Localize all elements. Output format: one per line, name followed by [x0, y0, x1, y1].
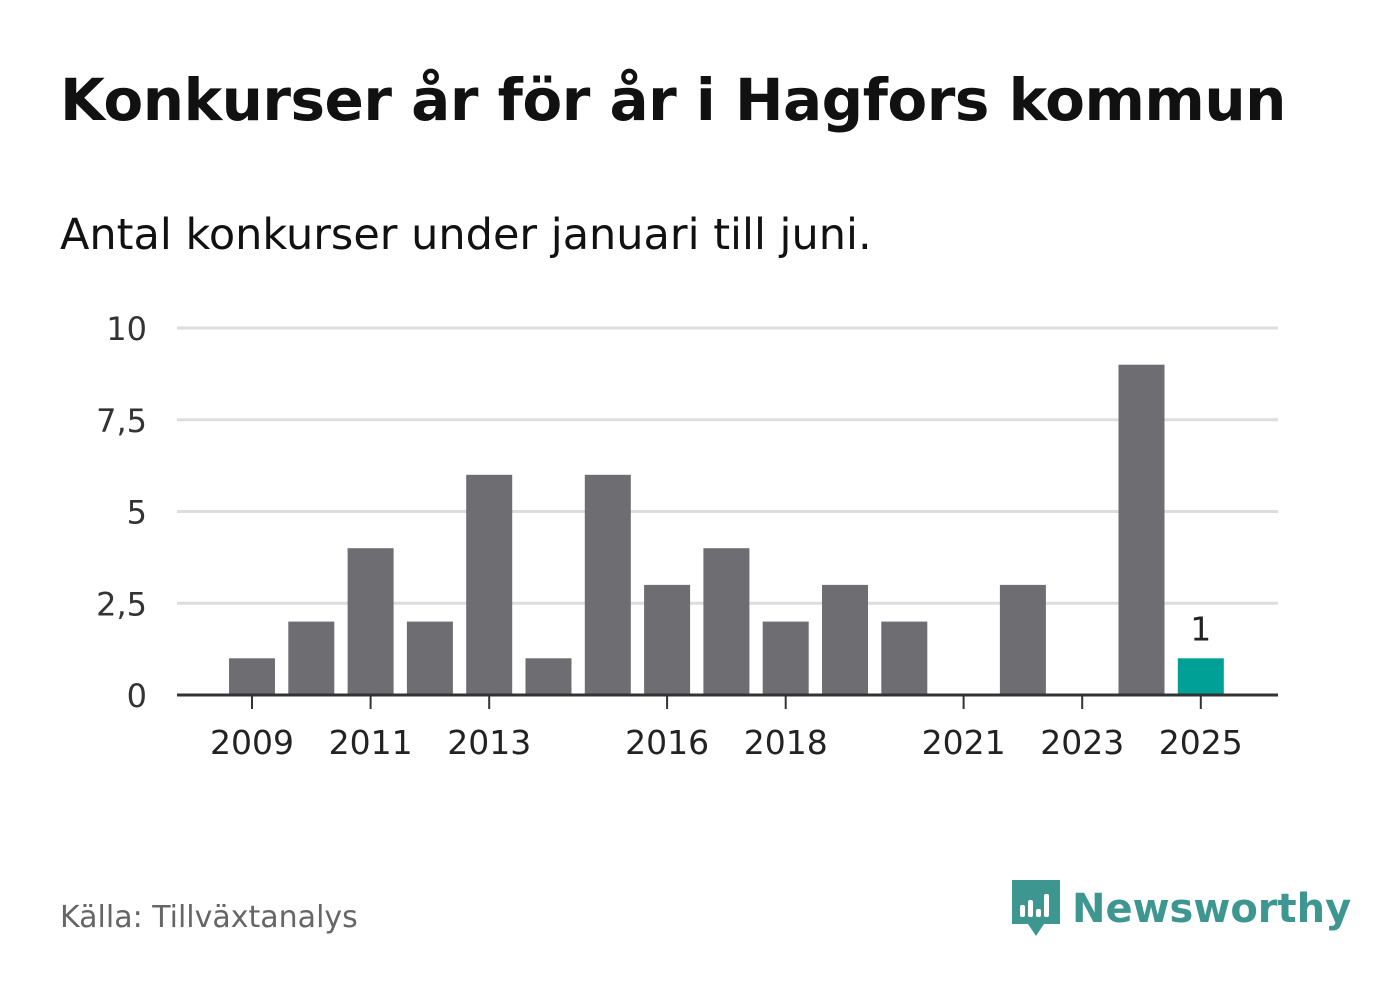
bar-chart: 02,557,510 2009 2011 2013 2016 2018 2021 2023 2… [96, 310, 1278, 762]
x-tick-label: 2016 [625, 723, 709, 762]
bar-2015 [584, 474, 631, 695]
brand-name: Newsworthy [1072, 886, 1352, 932]
x-tick-label: 2018 [744, 723, 828, 762]
bar-2020 [881, 621, 928, 695]
y-tick-label: 2,5 [96, 585, 147, 623]
x-tick-label: 2025 [1159, 723, 1243, 762]
brand-logo: Newsworthy [1010, 878, 1351, 940]
y-tick-label: 0 [127, 677, 147, 715]
y-tick-label: 10 [106, 310, 147, 348]
x-tick-label: 2021 [922, 723, 1006, 762]
data-labels: 1 [1190, 609, 1211, 648]
x-tick-label: 2011 [329, 723, 413, 762]
bars [229, 364, 1224, 695]
x-tick-label: 2009 [210, 723, 294, 762]
y-axis-ticks: 0 2,5 5 7,5 10 [96, 310, 147, 715]
source-note: Källa: Tillväxtanalys [60, 900, 358, 935]
bar-2024 [1118, 364, 1165, 695]
bar-2011 [347, 548, 394, 695]
x-tick-label: 2013 [447, 723, 531, 762]
bar-2010 [288, 621, 335, 695]
bar-2016 [644, 584, 691, 695]
bar-2014 [525, 658, 572, 695]
x-tick-label: 2023 [1040, 723, 1124, 762]
bar-2009 [229, 658, 275, 695]
y-tick-label: 7,5 [96, 402, 147, 440]
newsworthy-logo-icon [1012, 880, 1060, 936]
bar-2022 [999, 584, 1046, 695]
bar-2019 [822, 584, 868, 695]
bar-2012 [406, 621, 453, 695]
bar-2017 [703, 548, 750, 695]
x-axis-ticks: 2009 2011 2013 2016 2018 2021 2023 2025 [210, 695, 1243, 762]
chart-subtitle: Antal konkurser under januari till juni. [60, 210, 872, 260]
data-label: 1 [1190, 609, 1211, 648]
chart-title: Konkurser år för år i Hagfors kommun [60, 66, 1286, 134]
y-tick-label: 5 [127, 494, 147, 532]
bar-2025 [1177, 658, 1224, 695]
bar-2018 [762, 621, 809, 695]
bar-2013 [466, 474, 513, 695]
